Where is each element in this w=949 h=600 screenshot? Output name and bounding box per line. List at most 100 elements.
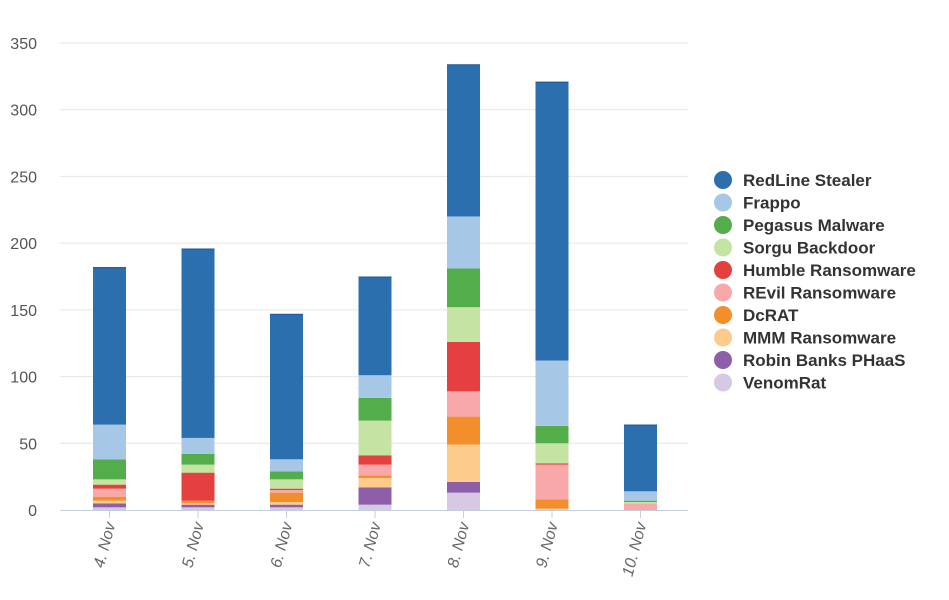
bar-segment[interactable] (358, 276, 392, 376)
legend-item[interactable]: VenomRat (714, 373, 826, 393)
bar-segment[interactable] (270, 471, 303, 480)
bar-segment[interactable] (535, 463, 569, 465)
legend-item[interactable]: Pegasus Malware (714, 216, 885, 235)
bar-segment[interactable] (93, 267, 126, 425)
bar-segment[interactable] (270, 492, 303, 502)
bar-segment[interactable] (624, 491, 657, 501)
x-tick-label: 8. Nov (445, 520, 474, 570)
bar-segment[interactable] (181, 464, 215, 473)
bar-segment[interactable] (535, 499, 569, 509)
bar-segment[interactable] (447, 481, 480, 493)
bar-segment[interactable] (270, 479, 303, 489)
legend-item[interactable]: Robin Banks PHaaS (714, 351, 906, 370)
bar-segment[interactable] (447, 64, 480, 217)
bar-segment[interactable] (181, 248, 215, 438)
y-tick-label: 200 (10, 236, 37, 253)
bar-segment[interactable] (181, 500, 215, 504)
bar-segment[interactable] (270, 507, 303, 510)
x-tick-label: 6. Nov (268, 520, 297, 570)
bar-segment[interactable] (535, 464, 569, 500)
legend-swatch (714, 306, 732, 324)
bar-segment[interactable] (93, 459, 126, 480)
bar-segment[interactable] (270, 489, 303, 493)
bar-segment[interactable] (447, 341, 480, 392)
bar-segment[interactable] (535, 81, 569, 361)
legend-label: REvil Ransomware (743, 284, 896, 303)
legend-swatch (714, 171, 732, 189)
legend-label: Robin Banks PHaaS (743, 351, 906, 370)
bar-segment[interactable] (181, 507, 215, 510)
bar-segment[interactable] (93, 503, 126, 508)
bar-segment[interactable] (447, 492, 480, 510)
bar-segment[interactable] (358, 420, 392, 456)
bar-segment[interactable] (358, 504, 392, 510)
bar-segment[interactable] (270, 459, 303, 472)
x-tick-label: 10. Nov (620, 520, 651, 579)
bar-segment[interactable] (93, 484, 126, 489)
bar-segment[interactable] (535, 443, 569, 464)
legend-swatch (714, 328, 732, 347)
legend-item[interactable]: Humble Ransomware (714, 261, 916, 280)
legend-label: RedLine Stealer (743, 171, 872, 190)
bar-segment[interactable] (358, 464, 392, 476)
bar-segment[interactable] (358, 477, 392, 488)
bar-segment[interactable] (535, 360, 569, 426)
legend[interactable]: RedLine Stealer Frappo Pegasus Malware Sorg… (714, 171, 916, 393)
bar-segment[interactable] (447, 416, 480, 445)
legend-item[interactable]: Frappo (714, 193, 801, 213)
bar-segment[interactable] (624, 424, 657, 492)
bar-segment[interactable] (358, 375, 392, 398)
legend-label: DcRAT (743, 306, 799, 325)
bar-segment[interactable] (181, 503, 215, 505)
bar-segment[interactable] (447, 444, 480, 482)
bar-segment[interactable] (181, 437, 215, 454)
bar-segment[interactable] (93, 424, 126, 460)
legend-item[interactable]: Sorgu Backdoor (714, 238, 876, 258)
bar-segment[interactable] (181, 472, 215, 501)
bar-segment[interactable] (447, 268, 480, 308)
legend-item[interactable]: REvil Ransomware (714, 283, 896, 303)
bar-segment[interactable] (358, 475, 392, 478)
y-tick-label: 150 (10, 303, 37, 320)
bar-segment[interactable] (447, 216, 480, 269)
bar-segment[interactable] (624, 500, 657, 502)
legend-label: Humble Ransomware (743, 261, 916, 280)
x-tick-label: 5. Nov (179, 520, 208, 570)
legend-item[interactable]: RedLine Stealer (714, 171, 872, 190)
legend-item[interactable]: MMM Ransomware (714, 328, 896, 348)
y-tick-label: 250 (10, 169, 37, 186)
bar-segment[interactable] (358, 455, 392, 465)
bar-segment[interactable] (93, 496, 126, 501)
legend-label: Sorgu Backdoor (743, 239, 876, 258)
legend-swatch (714, 193, 732, 212)
legend-label: Frappo (743, 194, 801, 213)
bar-segment[interactable] (93, 479, 126, 485)
bar-segment[interactable] (447, 307, 480, 342)
bar-segment[interactable] (535, 425, 569, 444)
bar-segment[interactable] (181, 453, 215, 465)
bars (93, 64, 657, 510)
bar-segment[interactable] (93, 488, 126, 497)
bar-segment[interactable] (270, 504, 303, 508)
bar-segment[interactable] (358, 397, 392, 421)
bar-segment[interactable] (270, 488, 303, 490)
y-tick-label: 0 (28, 503, 37, 520)
legend-label: MMM Ransomware (743, 329, 896, 348)
bar-segment[interactable] (624, 501, 657, 504)
legend-item[interactable]: DcRAT (714, 306, 799, 325)
x-tick-label: 7. Nov (356, 520, 385, 570)
bar-segment[interactable] (93, 500, 126, 504)
bar-segment[interactable] (270, 313, 303, 460)
bar-segment[interactable] (358, 487, 392, 505)
bar-segment[interactable] (181, 504, 215, 508)
bar-segment[interactable] (270, 501, 303, 505)
y-tick-label: 100 (10, 370, 37, 387)
legend-swatch (714, 373, 732, 392)
bar-segment[interactable] (535, 508, 569, 510)
legend-swatch (714, 351, 732, 369)
bar-segment[interactable] (447, 391, 480, 417)
x-tick-label: 9. Nov (533, 520, 562, 570)
bar-segment[interactable] (93, 507, 126, 510)
bar-segment[interactable] (624, 503, 657, 510)
